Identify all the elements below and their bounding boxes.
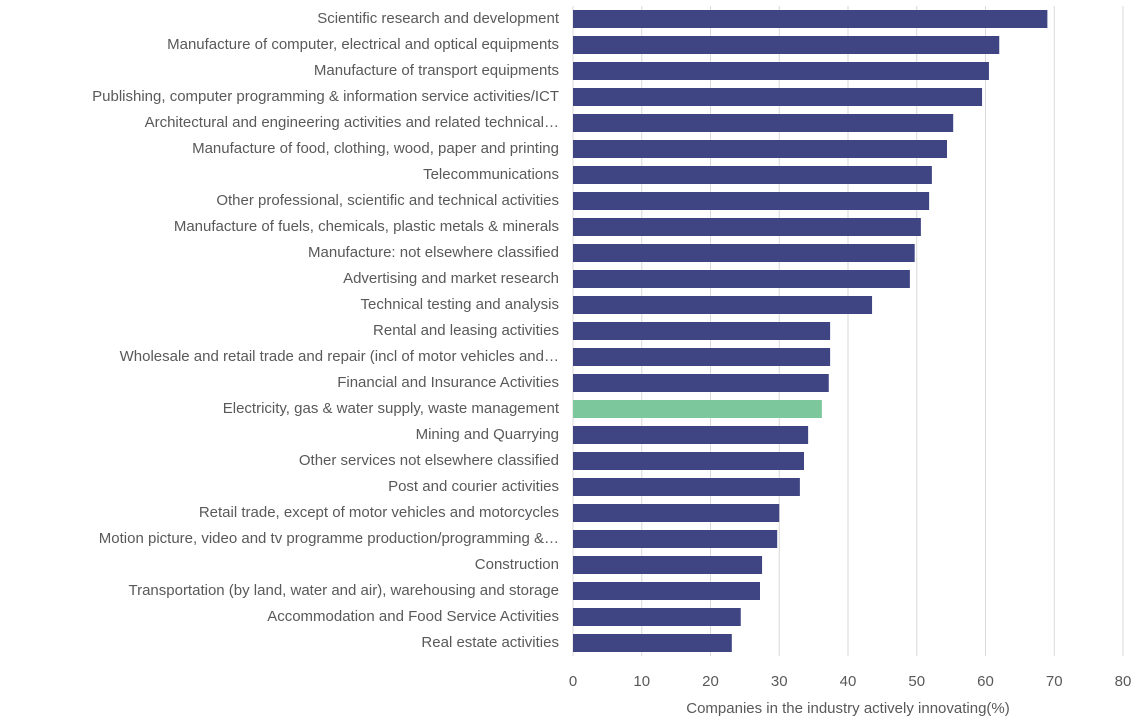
y-tick-label: Accommodation and Food Service Activitie… xyxy=(267,608,559,625)
y-tick-label: Post and courier activities xyxy=(388,478,559,495)
y-tick-label: Publishing, computer programming & infor… xyxy=(92,88,559,105)
x-axis-title: Companies in the industry actively innov… xyxy=(686,700,1010,717)
x-tick-label: 20 xyxy=(702,673,719,690)
y-tick-label: Wholesale and retail trade and repair (i… xyxy=(120,348,559,365)
bar xyxy=(573,608,741,626)
bar xyxy=(573,478,800,496)
bar xyxy=(573,270,910,288)
y-tick-label: Other services not elsewhere classified xyxy=(299,452,559,469)
bar xyxy=(573,348,831,366)
bar xyxy=(573,400,822,418)
y-tick-label: Manufacture of computer, electrical and … xyxy=(167,36,559,53)
y-tick-label: Mining and Quarrying xyxy=(416,426,559,443)
bar xyxy=(573,62,989,80)
y-tick-label: Architectural and engineering activities… xyxy=(145,114,559,131)
bar xyxy=(573,218,921,236)
y-tick-label: Other professional, scientific and techn… xyxy=(216,192,559,209)
bar xyxy=(573,166,932,184)
y-tick-label: Manufacture of fuels, chemicals, plastic… xyxy=(174,218,559,235)
bar xyxy=(573,582,760,600)
y-tick-label: Manufacture of food, clothing, wood, pap… xyxy=(192,140,559,157)
x-tick-label: 30 xyxy=(771,673,788,690)
x-tick-label: 70 xyxy=(1046,673,1063,690)
y-tick-label: Manufacture of transport equipments xyxy=(314,62,559,79)
y-tick-label: Motion picture, video and tv programme p… xyxy=(99,530,559,547)
bar xyxy=(573,88,983,106)
bar xyxy=(573,426,809,444)
bar xyxy=(573,192,930,210)
bar xyxy=(573,530,778,548)
y-tick-label: Retail trade, except of motor vehicles a… xyxy=(199,504,559,521)
x-tick-label: 80 xyxy=(1115,673,1132,690)
bar xyxy=(573,140,947,158)
y-tick-label: Rental and leasing activities xyxy=(373,322,559,339)
y-tick-label: Electricity, gas & water supply, waste m… xyxy=(223,400,560,417)
y-tick-label: Telecommunications xyxy=(423,166,559,183)
x-tick-label: 0 xyxy=(569,673,577,690)
bar xyxy=(573,374,829,392)
bar xyxy=(573,452,804,470)
bar xyxy=(573,322,831,340)
x-tick-label: 40 xyxy=(840,673,857,690)
bar xyxy=(573,556,763,574)
y-tick-label: Financial and Insurance Activities xyxy=(337,374,559,391)
bar xyxy=(573,296,873,314)
bar xyxy=(573,634,732,652)
bar xyxy=(573,36,1000,54)
y-tick-label: Construction xyxy=(475,556,559,573)
x-tick-label: 60 xyxy=(977,673,994,690)
x-tick-label: 50 xyxy=(908,673,925,690)
bar xyxy=(573,10,1048,28)
y-tick-label: Manufacture: not elsewhere classified xyxy=(308,244,559,261)
bar xyxy=(573,244,915,262)
x-tick-label: 10 xyxy=(633,673,650,690)
y-tick-label: Real estate activities xyxy=(421,634,559,651)
y-tick-label: Technical testing and analysis xyxy=(361,296,559,313)
bar xyxy=(573,114,954,132)
y-tick-label: Scientific research and development xyxy=(317,10,560,27)
y-tick-label: Advertising and market research xyxy=(343,270,559,287)
bar xyxy=(573,504,780,522)
y-tick-label: Transportation (by land, water and air),… xyxy=(128,582,559,599)
